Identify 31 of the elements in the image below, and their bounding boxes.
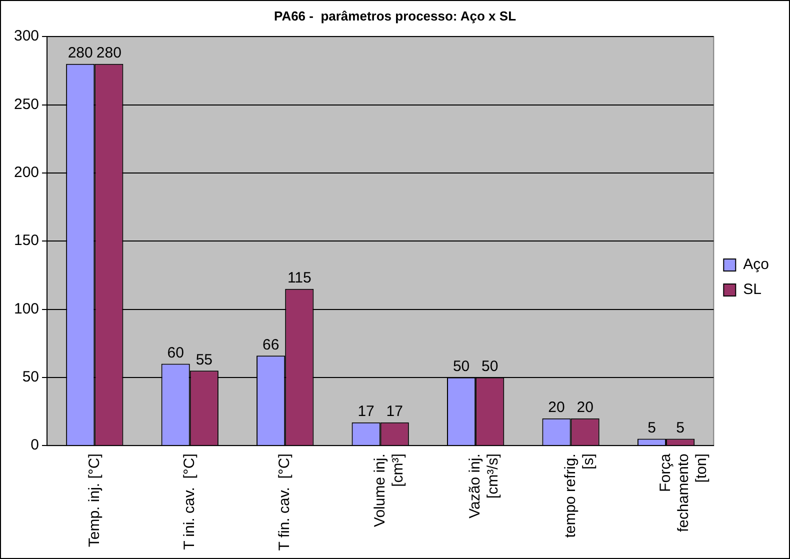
data-label: 20 [548,398,565,416]
y-tick-label: 300 [14,28,40,45]
data-label: 5 [676,419,684,436]
x-tick-label: Temp. inj. [°C] [86,454,103,548]
y-tick-label: 200 [14,164,40,182]
legend-label: Aço [743,256,770,274]
data-label: 66 [262,336,280,354]
data-label: 280 [96,44,122,62]
x-tick-label: T ini. cav. [°C] [181,454,198,550]
data-label: 50 [482,358,498,376]
data-label: 20 [576,398,594,416]
x-tick-label: tempo refrig. [s] [562,454,597,538]
data-label: 55 [196,351,213,368]
chart-title: PA66 - parâmetros processo: Aço x SL [274,8,516,24]
data-label: 115 [287,269,312,286]
data-label: 60 [167,344,184,362]
y-tick-label: 150 [14,232,40,250]
y-tick-label: 0 [30,436,40,454]
data-label: 17 [358,403,374,420]
x-tick-label: T fin. cav. [°C] [276,454,294,551]
data-label: 17 [386,403,403,420]
y-tick-label: 250 [14,96,40,113]
y-tick-label: 100 [14,300,40,318]
data-label: 280 [68,44,93,62]
x-tick-label: Vazão inj. [cm³/s] [466,454,502,518]
y-tick-label: 50 [22,368,40,386]
x-tick-label: Força fechamento [ton] [657,452,710,532]
data-label: 50 [452,358,470,376]
data-label: 5 [648,419,656,436]
x-tick-label: Volume inj. [cm³] [371,454,406,527]
legend-label: SL [743,281,762,298]
